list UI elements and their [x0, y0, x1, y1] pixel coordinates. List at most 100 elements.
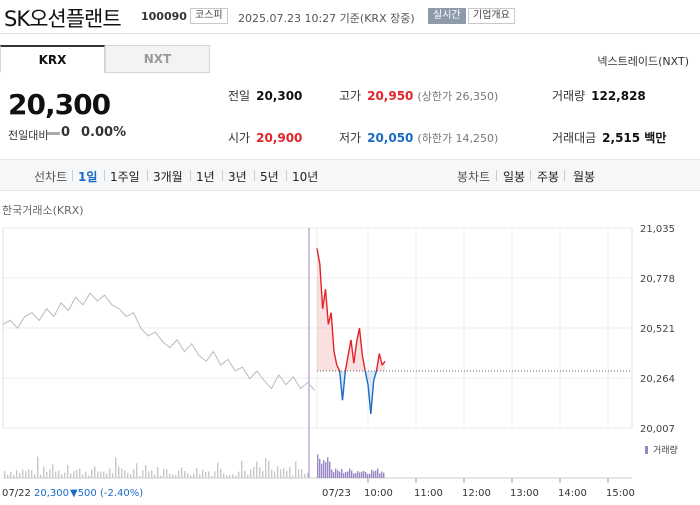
volume-bar [43, 466, 45, 478]
y-axis: 21,035 20,778 20,521 20,264 20,007 [640, 224, 675, 435]
volume-bar [55, 471, 57, 478]
volume-bar [73, 471, 75, 478]
price-segment [370, 380, 375, 414]
y-tick-label: 20,264 [640, 374, 675, 385]
volume-bar [148, 471, 150, 478]
volume-bar [145, 465, 147, 478]
volume-bar [381, 471, 383, 478]
price-segment [324, 289, 330, 325]
period-10y[interactable]: 10년 [292, 170, 319, 184]
volume-bar [343, 472, 345, 478]
period-5y[interactable]: 5년 [260, 170, 279, 184]
stat-low: 저가 20,050 (하한가 14,250) [339, 129, 498, 146]
volume-bar [199, 474, 201, 478]
volume-bar [79, 468, 81, 478]
nextrade-link[interactable]: 넥스트레이드(NXT) [597, 55, 689, 68]
volume-bar [109, 468, 111, 478]
price-segment [375, 353, 381, 372]
y-tick-label: 20,778 [640, 274, 675, 285]
volume-bar [253, 466, 255, 478]
stat-label: 고가 [339, 89, 362, 103]
volume-bar [349, 468, 351, 478]
volume-bar [196, 468, 198, 478]
volume-bar [377, 468, 379, 478]
volume-bar [295, 461, 297, 478]
volume-bar [121, 468, 123, 478]
period-3y[interactable]: 3년 [228, 170, 247, 184]
volume-bar [226, 475, 228, 478]
stat-label: 저가 [339, 131, 362, 145]
volume-bar [329, 461, 331, 478]
x-tick-label: 11:00 [414, 488, 443, 499]
volume-legend-swatch [645, 446, 648, 454]
volume-bar [335, 468, 337, 478]
volume-bar [112, 473, 114, 478]
area-segment [328, 312, 332, 371]
price-segment [344, 355, 349, 372]
volume-bar [244, 470, 246, 478]
volume-bar [321, 463, 323, 478]
realtime-button[interactable]: 실시간 [428, 8, 466, 24]
volume-bar [280, 469, 282, 478]
price-segment [372, 370, 378, 381]
price-segment [341, 370, 347, 401]
volume-bar [250, 469, 252, 478]
volume-bar [351, 470, 353, 478]
price-segment [361, 355, 366, 372]
volume-bar [67, 465, 69, 478]
price-segment [367, 384, 372, 414]
divider [72, 170, 73, 181]
volume-bar [88, 475, 90, 478]
volume-bar [259, 467, 261, 478]
volume-bar [106, 473, 108, 478]
company-info-button[interactable]: 기업개요 [468, 8, 515, 24]
stat-value: 20,950 [367, 89, 414, 103]
area-segment [382, 361, 385, 371]
volume-bar [160, 475, 162, 478]
period-1y[interactable]: 1년 [196, 170, 215, 184]
volume-bar [205, 471, 207, 478]
volume-bar [31, 470, 33, 478]
stock-title: SK오션플랜트 [4, 7, 122, 31]
divider [286, 170, 287, 181]
volume-bar [337, 470, 339, 478]
tab-nxt[interactable]: NXT [105, 45, 210, 73]
divider [496, 170, 497, 181]
period-weekly[interactable]: 주봉 [537, 170, 560, 184]
period-1w[interactable]: 1주일 [110, 170, 140, 184]
stat-prev-close: 전일 20,300 [228, 87, 302, 104]
volume-bar [347, 471, 349, 478]
x-tick-label: 07/23 [322, 488, 351, 499]
volume-bar [214, 471, 216, 478]
period-monthly[interactable]: 월봉 [573, 170, 596, 184]
volume-bar [274, 471, 276, 478]
volume-bar [292, 475, 294, 478]
volume-bar [22, 469, 24, 478]
volume-bar [49, 469, 51, 478]
area-segment [322, 289, 326, 371]
volume-bar [202, 469, 204, 478]
x-tick-label: 12:00 [462, 488, 491, 499]
volume-bar [52, 464, 54, 478]
volume-bar [375, 470, 377, 478]
volume-bar [136, 463, 138, 478]
volume-bar [298, 469, 300, 478]
volume-bar [359, 472, 361, 478]
divider [222, 170, 223, 181]
chart-areas [317, 248, 385, 414]
volume-bar [19, 473, 21, 478]
volume-bar [241, 460, 243, 478]
period-1d[interactable]: 1일 [78, 170, 98, 184]
volume-bar [319, 458, 321, 478]
volume-bar [361, 471, 363, 478]
x-tick-label: 15:00 [606, 488, 635, 499]
period-3m[interactable]: 3개월 [153, 170, 183, 184]
volume-bar [317, 454, 319, 478]
updated-timestamp: 2025.07.23 10:27 기준(KRX 장중) [238, 12, 415, 25]
volume-bar [365, 472, 367, 478]
tab-krx[interactable]: KRX [0, 45, 105, 73]
volume-bar [357, 471, 359, 478]
exchange-label: 한국거래소(KRX) [2, 204, 84, 217]
period-daily[interactable]: 일봉 [503, 170, 526, 184]
